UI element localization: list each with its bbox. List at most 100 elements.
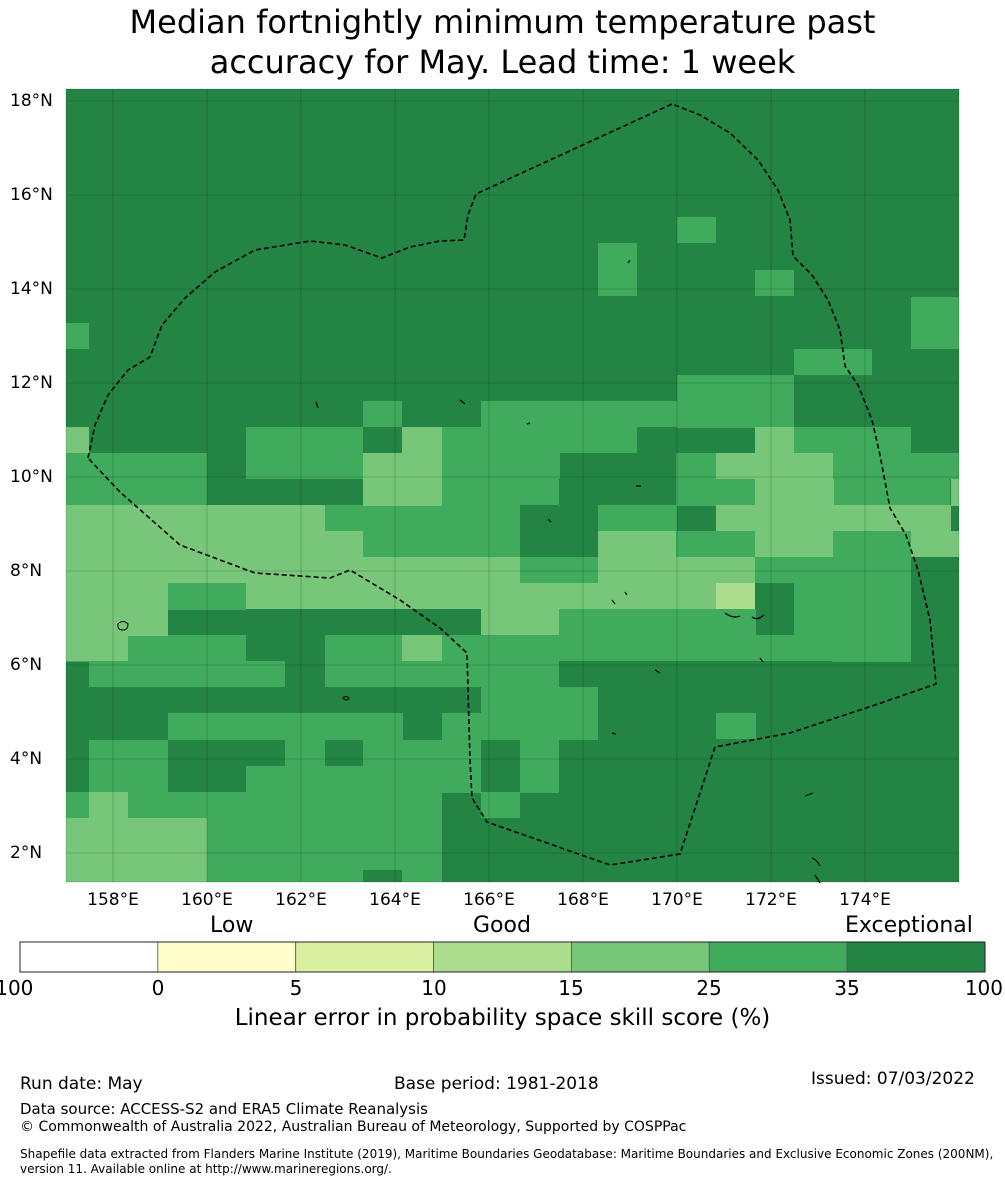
base-period: Base period: 1981-2018 xyxy=(394,1074,599,1094)
skill-cell xyxy=(794,583,911,662)
skill-cell xyxy=(598,453,638,479)
category-good: Good xyxy=(473,913,531,938)
colorbar-tick: 15 xyxy=(558,976,584,1000)
skill-cell xyxy=(207,792,442,820)
skill-cell xyxy=(481,687,598,740)
category-exceptional: Exceptional xyxy=(845,913,973,938)
skill-cell xyxy=(66,505,325,532)
lat-label: 4°N xyxy=(10,749,43,769)
skill-cell xyxy=(755,427,794,453)
skill-cell xyxy=(168,583,246,610)
island-outline xyxy=(804,792,821,884)
skill-cell xyxy=(325,740,363,766)
skill-cell xyxy=(207,427,246,479)
skill-cell xyxy=(66,323,89,349)
eez-boundary xyxy=(87,103,937,884)
skill-cell xyxy=(66,635,128,661)
skill-cell xyxy=(716,609,756,635)
colorbar-swatch xyxy=(295,941,434,973)
colorbar-swatch xyxy=(19,941,159,973)
shapefile-note: Shapefile data extracted from Flanders M… xyxy=(20,1147,994,1176)
skill-cell xyxy=(89,713,168,740)
lat-label: 6°N xyxy=(10,655,43,675)
island-outline xyxy=(117,621,129,631)
skill-cell xyxy=(325,661,559,687)
copyright: © Commonwealth of Australia 2022, Austra… xyxy=(20,1119,687,1135)
skill-cell xyxy=(66,583,168,636)
skill-cell xyxy=(676,531,755,557)
skill-cell xyxy=(285,661,325,687)
lon-label: 164°E xyxy=(369,890,421,910)
lat-label: 2°N xyxy=(10,843,43,863)
map-frame xyxy=(65,88,960,883)
skill-cell xyxy=(128,792,207,818)
skill-cell xyxy=(442,635,559,662)
skill-cell xyxy=(325,505,520,531)
colorbar-tick: 10 xyxy=(421,976,447,1000)
colorbar-tick: 0 xyxy=(151,976,165,1000)
skill-cell xyxy=(911,453,959,479)
skill-cell xyxy=(755,531,833,557)
skill-cell xyxy=(833,531,911,583)
lon-label: 160°E xyxy=(181,890,233,910)
lon-label: 166°E xyxy=(463,890,515,910)
skill-cell xyxy=(755,557,833,583)
island-outline xyxy=(724,612,765,620)
skill-cell xyxy=(677,375,794,428)
skill-cell xyxy=(363,401,402,427)
skill-cell xyxy=(363,453,442,506)
skill-cell xyxy=(66,453,207,506)
lon-label: 172°E xyxy=(745,890,797,910)
lat-label: 10°N xyxy=(10,467,53,487)
skill-cell xyxy=(207,818,442,882)
title-line-2: accuracy for May. Lead time: 1 week xyxy=(209,43,796,81)
lon-label: 174°E xyxy=(839,890,891,910)
skill-cell xyxy=(755,270,794,296)
skill-cell xyxy=(716,505,951,531)
island-outline xyxy=(315,259,764,735)
skill-cell xyxy=(716,713,756,739)
colorbar-label: Linear error in probability space skill … xyxy=(234,1005,771,1031)
skill-cell xyxy=(716,635,794,662)
colorbar-tick: 25 xyxy=(696,976,722,1000)
colorbar-swatch xyxy=(571,941,710,973)
skill-cell xyxy=(168,713,403,740)
lat-label: 12°N xyxy=(10,373,53,393)
skill-cell xyxy=(66,557,520,583)
colorbar-swatch xyxy=(433,941,572,973)
skill-cell xyxy=(246,427,363,479)
skill-cell xyxy=(363,740,442,766)
colorbar-tick: 5 xyxy=(289,976,303,1000)
skill-cell xyxy=(402,427,442,453)
island-outline xyxy=(342,696,350,701)
skill-cell xyxy=(89,740,168,792)
colorbar xyxy=(19,941,986,973)
colorbar-frame xyxy=(19,941,986,973)
skill-cell xyxy=(442,713,481,793)
skill-cell xyxy=(559,479,676,505)
skill-cell xyxy=(598,557,755,583)
skill-cell xyxy=(442,818,520,882)
skill-cell xyxy=(716,453,833,479)
skill-cell xyxy=(598,505,677,531)
skill-cell xyxy=(246,583,481,609)
title-line-1: Median fortnightly minimum temperature p… xyxy=(129,3,876,41)
skill-cell xyxy=(363,870,402,882)
skill-cell xyxy=(168,740,246,792)
skill-cell xyxy=(755,687,794,713)
lon-label: 168°E xyxy=(557,890,609,910)
colorbar-tick: 35 xyxy=(834,976,860,1000)
run-date: Run date: May xyxy=(20,1074,143,1094)
skill-cell xyxy=(598,531,676,557)
colorbar-swatch xyxy=(708,941,848,973)
skill-cell xyxy=(402,635,442,661)
skill-cell xyxy=(911,531,959,557)
skill-cell xyxy=(676,453,716,479)
skill-cell xyxy=(520,557,598,583)
skill-cell xyxy=(559,740,716,792)
colorbar-swatch xyxy=(157,941,297,973)
skill-cell xyxy=(325,635,403,661)
skill-cell xyxy=(89,661,285,687)
skill-cell xyxy=(951,479,959,506)
skill-cell xyxy=(66,792,89,818)
